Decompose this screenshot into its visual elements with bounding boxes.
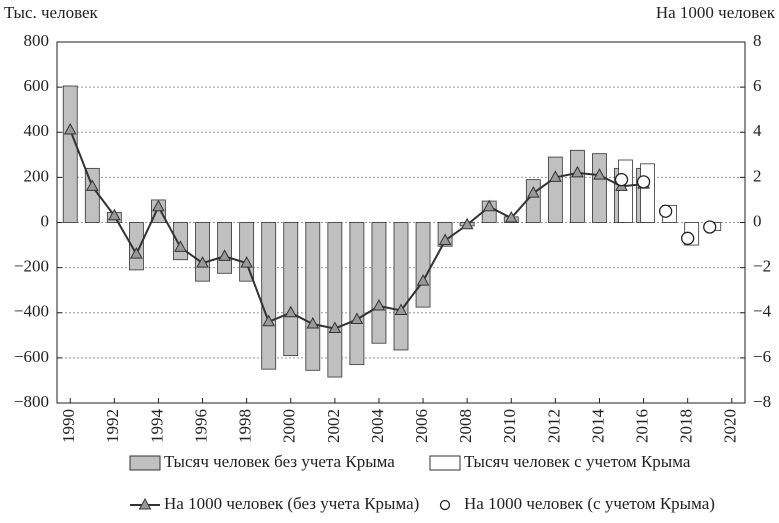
- legend-label: Тысяч человек с учетом Крыма: [464, 452, 691, 471]
- triangle-marker: [306, 316, 320, 329]
- y2-axis-label: На 1000 человек: [656, 3, 776, 22]
- triangle-marker: [85, 179, 99, 191]
- triangle-marker: [526, 186, 540, 198]
- circle-marker: [681, 231, 695, 245]
- y2-tick-label: 8: [753, 31, 762, 50]
- x-tick-label: 1994: [147, 409, 166, 444]
- x-tick-label: 2014: [588, 409, 607, 444]
- bar: [283, 222, 299, 357]
- x-tick-label: 2020: [721, 409, 740, 443]
- triangle-marker: [482, 199, 496, 212]
- circle-marker: [658, 204, 673, 218]
- triangle-marker: [107, 208, 121, 221]
- y-tick-label: −800: [14, 392, 49, 411]
- circle-marker: [636, 175, 651, 189]
- bar: [62, 85, 78, 223]
- legend-swatch: [129, 455, 161, 471]
- bar: [547, 156, 563, 223]
- x-tick-label: 2004: [368, 409, 387, 444]
- y2-tick-label: 2: [753, 166, 762, 185]
- x-tick-label: 1998: [236, 409, 255, 443]
- triangle-marker: [372, 298, 386, 311]
- triangle-marker: [350, 312, 364, 325]
- legend-label: Тысяч человек без учета Крыма: [164, 452, 395, 471]
- y-tick-label: −600: [14, 347, 49, 366]
- bar: [217, 222, 232, 274]
- y2-tick-label: 6: [753, 76, 762, 95]
- circle-marker: [703, 220, 717, 234]
- bar: [305, 222, 321, 371]
- triangle-marker: [196, 256, 209, 268]
- x-tick-label: 1996: [191, 409, 210, 443]
- bar: [570, 149, 585, 223]
- legend-swatch: [429, 455, 461, 471]
- triangle-marker: [504, 210, 518, 223]
- x-tick-label: 2006: [412, 409, 431, 443]
- x-tick-label: 2002: [324, 409, 343, 443]
- triangle-marker: [571, 165, 584, 178]
- bar: [618, 159, 633, 223]
- triangle-marker: [416, 274, 430, 286]
- bar: [239, 222, 255, 282]
- y2-tick-label: −8: [753, 392, 771, 411]
- x-tick-label: 1992: [103, 409, 122, 443]
- triangle-marker: [394, 303, 408, 315]
- triangle-marker: [460, 217, 474, 230]
- triangle-marker: [549, 170, 562, 182]
- y2-tick-label: 4: [753, 121, 762, 140]
- x-tick-label: 2012: [544, 409, 563, 443]
- bar: [349, 222, 365, 366]
- x-tick-label: 2000: [280, 409, 299, 443]
- triangle-marker: [240, 256, 253, 268]
- y-tick-label: −200: [14, 257, 49, 276]
- triangle-marker: [284, 305, 298, 318]
- triangle-marker: [262, 314, 276, 327]
- x-tick-label: 2008: [456, 409, 475, 443]
- y-tick-label: 200: [24, 166, 50, 185]
- triangle-marker: [218, 249, 231, 261]
- y-axis-label: Тыс. человек: [4, 3, 99, 22]
- plot-frame: [56, 41, 746, 404]
- triangle-marker: [130, 247, 143, 259]
- x-tick-label: 2016: [632, 409, 651, 443]
- y-tick-label: −400: [14, 302, 49, 321]
- bar: [371, 222, 387, 344]
- y-tick-label: 400: [24, 121, 50, 140]
- legend-label: На 1000 человек (без учета Крыма): [164, 494, 419, 513]
- bar: [393, 222, 409, 351]
- y2-tick-label: 0: [753, 211, 762, 230]
- triangle-marker: [328, 321, 342, 334]
- legend-swatch: [138, 497, 152, 510]
- bar: [640, 163, 655, 223]
- bar: [592, 153, 607, 223]
- triangle-marker: [152, 199, 165, 212]
- y-tick-label: 0: [41, 211, 50, 230]
- y-tick-label: 800: [24, 31, 50, 50]
- y-tick-label: 600: [24, 76, 50, 95]
- circle-marker: [614, 172, 629, 187]
- triangle-marker: [63, 122, 77, 135]
- y2-tick-label: −4: [753, 302, 772, 321]
- bar: [525, 179, 541, 223]
- bar: [261, 222, 277, 370]
- triangle-marker: [438, 233, 452, 246]
- legend-swatch: [439, 499, 451, 511]
- y2-tick-label: −6: [753, 347, 771, 366]
- triangle-marker: [174, 240, 187, 252]
- y2-tick-label: −2: [753, 257, 771, 276]
- bar: [327, 222, 343, 378]
- x-tick-label: 1990: [59, 409, 78, 443]
- triangle-marker: [593, 168, 606, 180]
- x-tick-label: 2018: [677, 409, 696, 443]
- bar: [415, 222, 431, 308]
- x-tick-label: 2010: [500, 409, 519, 443]
- bar: [195, 222, 210, 282]
- legend-label: На 1000 человек (с учетом Крыма): [464, 494, 715, 513]
